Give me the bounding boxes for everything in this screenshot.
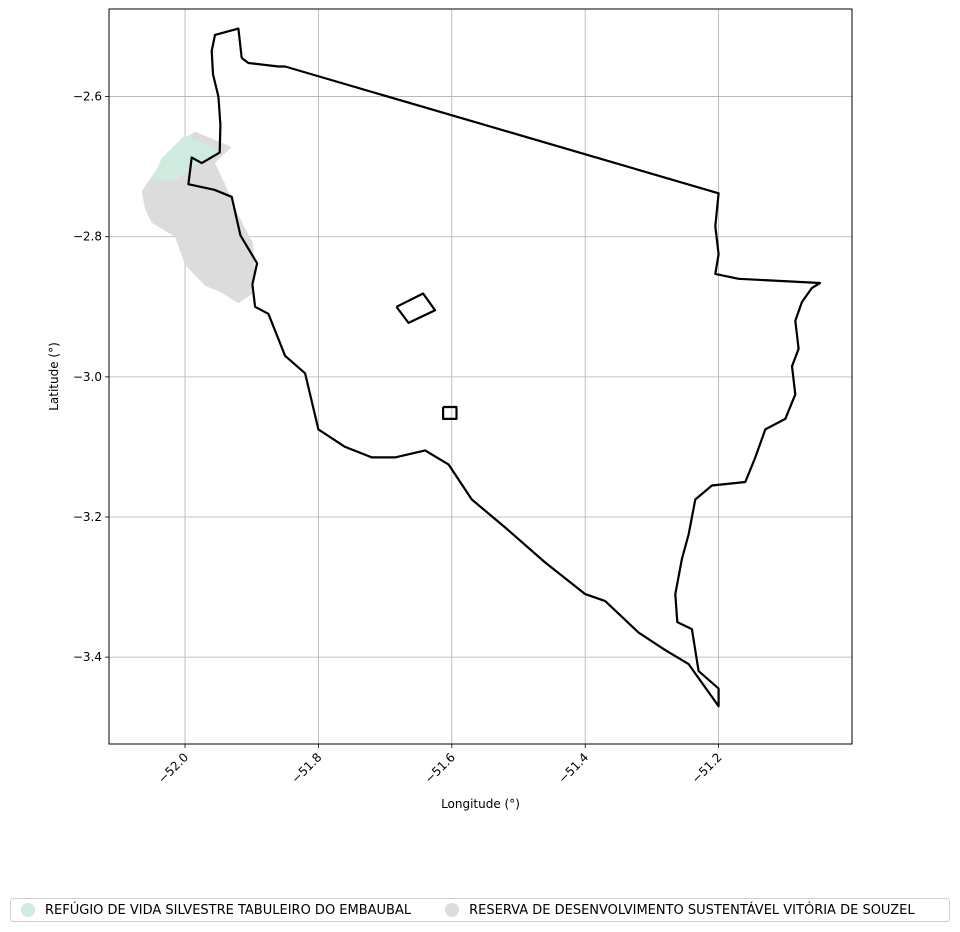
y-axis-ticks: −2.6 −2.8 −3.0 −3.2 −3.4	[73, 90, 109, 664]
municipality-outlines	[187, 27, 822, 708]
legend-marker-reserva	[445, 903, 460, 917]
y-tick-label: −2.8	[73, 230, 102, 244]
y-tick-label: −3.4	[73, 650, 102, 664]
y-tick-label: −2.6	[73, 90, 102, 104]
municipality-boundary	[187, 27, 822, 708]
protected-areas	[141, 131, 256, 304]
refugio-tabuleiro-do-embaubal-area	[151, 135, 222, 181]
enclosed-area-a	[395, 292, 437, 324]
legend-label-reserva: RESERVA DE DESENVOLVIMENTO SUSTENTÁVEL V…	[469, 902, 915, 918]
x-tick-label: −51.2	[689, 750, 725, 786]
legend-item-refugio: REFÚGIO DE VIDA SILVESTRE TABULEIRO DO E…	[21, 903, 411, 918]
legend-item-reserva: RESERVA DE DESENVOLVIMENTO SUSTENTÁVEL V…	[445, 902, 915, 918]
legend-label-refugio: REFÚGIO DE VIDA SILVESTRE TABULEIRO DO E…	[45, 902, 412, 918]
y-axis-label: Latitude (°)	[47, 342, 61, 411]
y-tick-label: −3.2	[73, 510, 102, 524]
x-axis-ticks: −52.0 −51.8 −51.6 −51.4 −51.2	[155, 744, 725, 786]
x-tick-label: −51.4	[555, 750, 591, 786]
legend: REFÚGIO DE VIDA SILVESTRE TABULEIRO DO E…	[10, 898, 950, 922]
legend-marker-refugio	[21, 903, 35, 917]
x-tick-label: −52.0	[155, 750, 191, 786]
map-figure: −52.0 −51.8 −51.6 −51.4 −51.2 −2.6 −2.8 −3.0 −3…	[47, 8, 853, 811]
x-tick-label: −51.8	[289, 750, 325, 786]
enclosed-area-b	[442, 405, 458, 420]
x-axis-label: Longitude (°)	[441, 797, 520, 811]
y-tick-label: −3.0	[73, 370, 102, 384]
x-tick-label: −51.6	[422, 750, 458, 786]
